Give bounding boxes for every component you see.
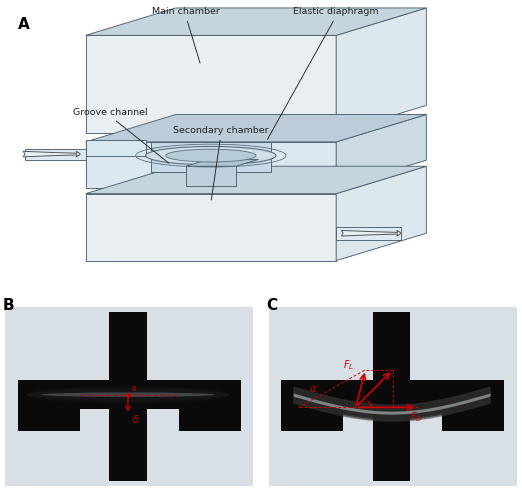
Polygon shape xyxy=(79,409,110,431)
Ellipse shape xyxy=(26,390,230,400)
Polygon shape xyxy=(26,149,86,160)
Polygon shape xyxy=(410,409,442,431)
Polygon shape xyxy=(86,142,336,188)
Text: A: A xyxy=(18,17,30,32)
Polygon shape xyxy=(110,312,147,381)
Polygon shape xyxy=(343,409,373,431)
Ellipse shape xyxy=(26,386,230,404)
Polygon shape xyxy=(186,166,236,186)
Polygon shape xyxy=(86,8,426,35)
Polygon shape xyxy=(373,409,410,481)
Text: Main chamber: Main chamber xyxy=(152,7,220,63)
Polygon shape xyxy=(336,226,401,240)
Polygon shape xyxy=(336,8,426,133)
Ellipse shape xyxy=(26,387,230,402)
Polygon shape xyxy=(179,409,241,431)
Polygon shape xyxy=(86,114,426,142)
Polygon shape xyxy=(336,166,426,261)
Polygon shape xyxy=(281,381,504,409)
Text: Elastic diaphragm: Elastic diaphragm xyxy=(267,7,379,139)
Ellipse shape xyxy=(41,392,215,397)
Ellipse shape xyxy=(166,149,256,162)
Polygon shape xyxy=(151,142,271,172)
Text: C: C xyxy=(266,298,278,313)
Polygon shape xyxy=(86,166,426,193)
Text: o: o xyxy=(131,384,136,393)
Ellipse shape xyxy=(146,146,276,165)
Polygon shape xyxy=(442,409,504,431)
Text: $\alpha$: $\alpha$ xyxy=(309,384,317,394)
Text: Secondary chamber: Secondary chamber xyxy=(173,126,269,200)
Polygon shape xyxy=(281,409,343,431)
Polygon shape xyxy=(336,114,426,188)
Polygon shape xyxy=(110,409,147,481)
Polygon shape xyxy=(86,35,336,133)
Text: $F_D$: $F_D$ xyxy=(410,410,423,424)
Text: $\delta$: $\delta$ xyxy=(132,412,139,425)
Polygon shape xyxy=(86,140,146,156)
Polygon shape xyxy=(18,409,79,431)
Polygon shape xyxy=(373,312,410,381)
Polygon shape xyxy=(186,160,258,166)
Text: Groove channel: Groove channel xyxy=(74,108,169,163)
Text: B: B xyxy=(3,298,15,313)
Polygon shape xyxy=(18,381,241,409)
Text: $F_L$: $F_L$ xyxy=(343,358,354,372)
Polygon shape xyxy=(86,193,336,261)
Polygon shape xyxy=(147,409,179,431)
